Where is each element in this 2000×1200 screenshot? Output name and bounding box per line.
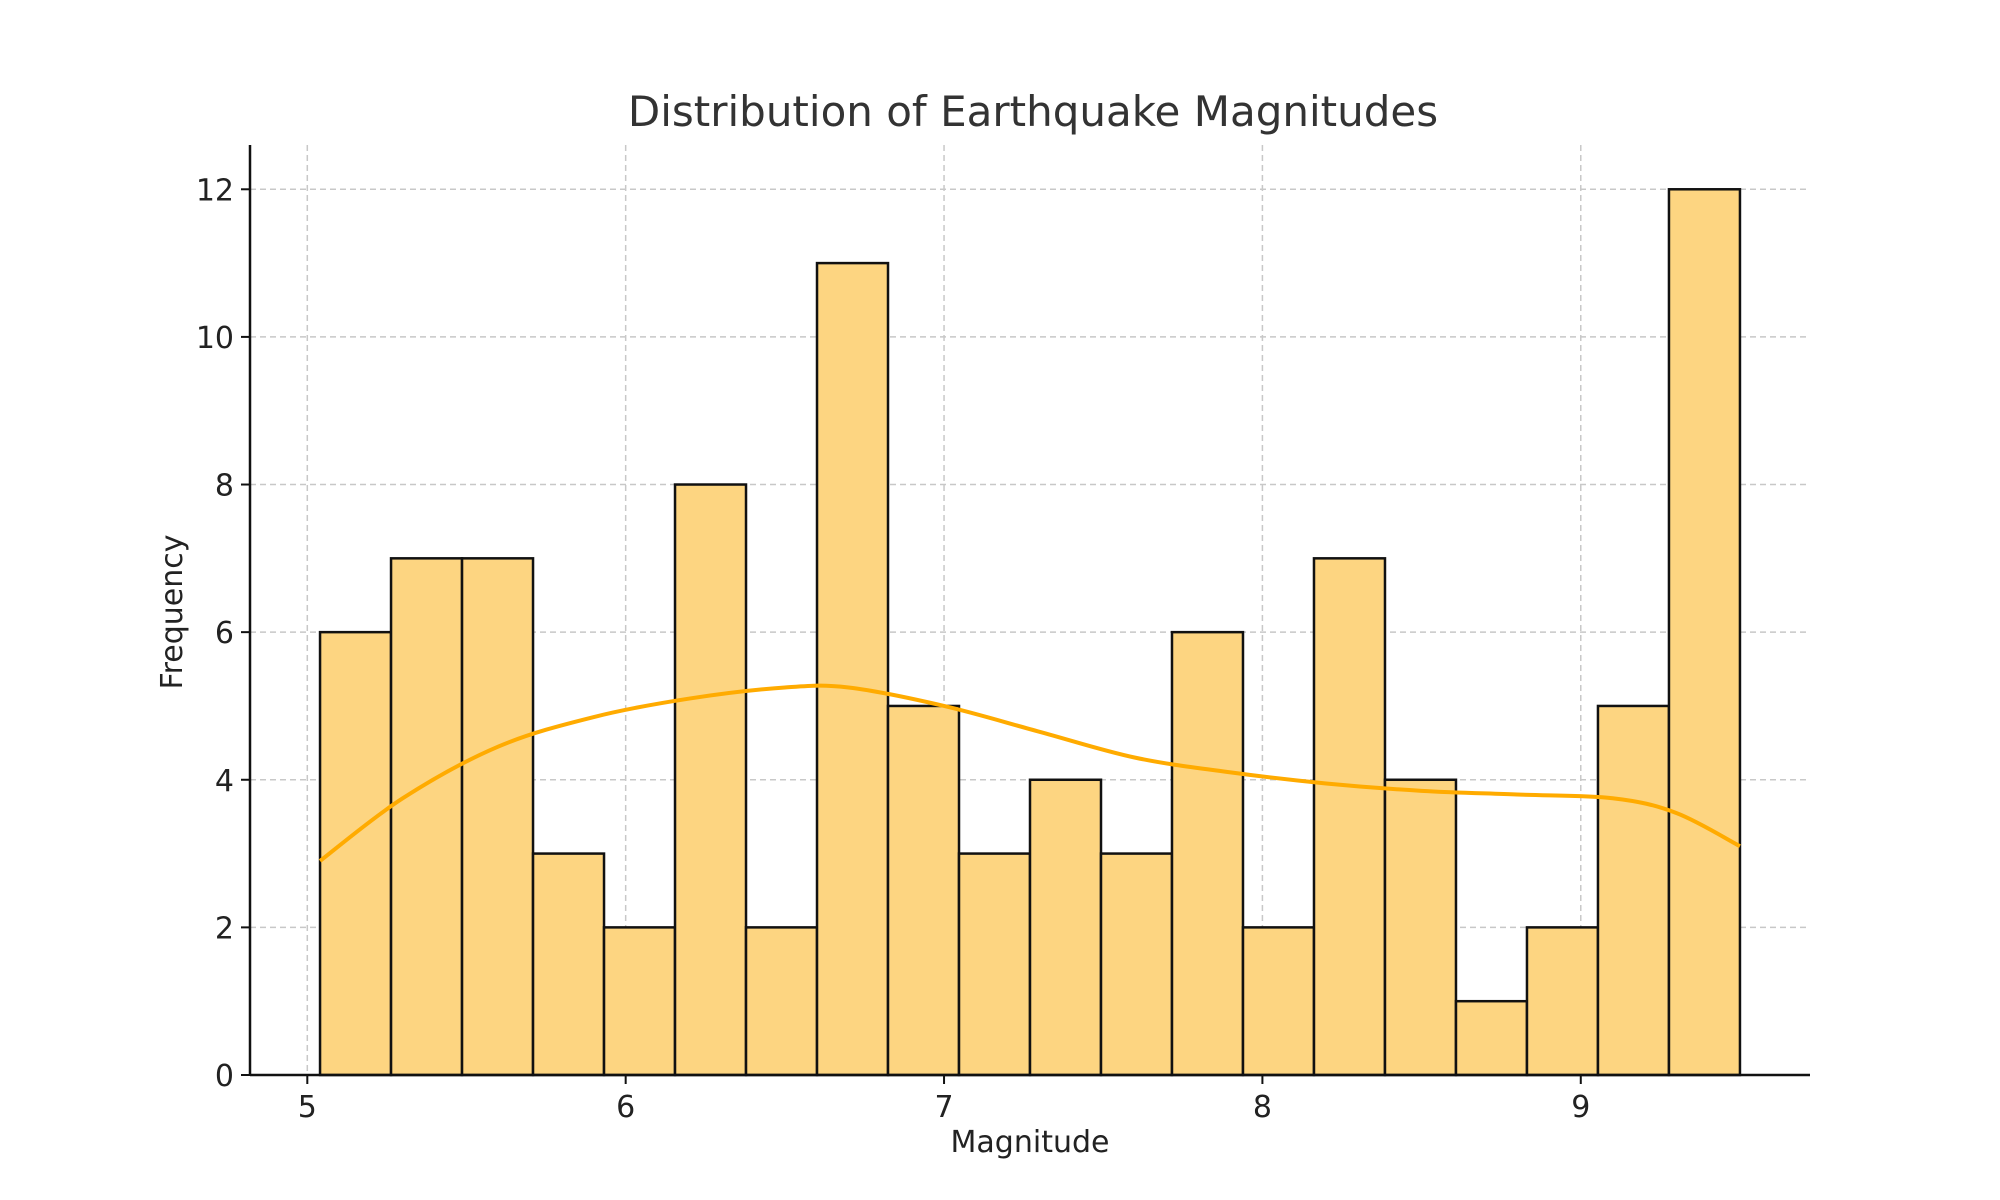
bar-10 xyxy=(1028,778,1103,1077)
y-axis-label: Frequency xyxy=(155,535,190,690)
x-tick-label-1: 6 xyxy=(616,1090,635,1125)
bar-6 xyxy=(744,926,819,1077)
bar-9 xyxy=(957,852,1032,1077)
y-tick-label-1: 2 xyxy=(215,911,234,946)
x-axis-ticks: 5 6 7 8 9 xyxy=(298,1075,1590,1125)
bar-7 xyxy=(815,261,890,1077)
bar-12 xyxy=(1170,630,1245,1077)
bar-5 xyxy=(673,483,748,1077)
chart-title: Distribution of Earthquake Magnitudes xyxy=(628,87,1438,136)
y-tick-label-2: 4 xyxy=(215,764,234,799)
bar-8 xyxy=(886,704,961,1077)
axes xyxy=(248,145,1810,1077)
bar-16 xyxy=(1454,999,1529,1077)
x-axis-label: Magnitude xyxy=(951,1125,1110,1160)
y-tick-label-0: 0 xyxy=(215,1059,234,1094)
bar-17 xyxy=(1525,926,1600,1077)
x-tick-label-2: 7 xyxy=(934,1090,953,1125)
bar-14 xyxy=(1312,557,1387,1077)
y-tick-label-4: 8 xyxy=(215,469,234,504)
x-tick-label-0: 5 xyxy=(298,1090,317,1125)
bar-19 xyxy=(1667,188,1742,1077)
x-tick-label-3: 8 xyxy=(1253,1090,1272,1125)
y-tick-label-6: 12 xyxy=(196,173,234,208)
bar-2 xyxy=(460,557,535,1077)
bar-4 xyxy=(602,926,677,1077)
density-curve xyxy=(318,683,1741,863)
bar-15 xyxy=(1383,778,1458,1077)
bar-13 xyxy=(1241,926,1316,1077)
bar-3 xyxy=(531,852,606,1077)
y-axis-ticks: 0 2 4 6 8 10 12 xyxy=(196,173,250,1094)
bar-1 xyxy=(389,557,464,1077)
bar-18 xyxy=(1596,704,1671,1077)
x-tick-label-4: 9 xyxy=(1571,1090,1590,1125)
bar-11 xyxy=(1099,852,1174,1077)
y-tick-label-3: 6 xyxy=(215,616,234,651)
histogram-bars xyxy=(318,188,1742,1077)
y-tick-label-5: 10 xyxy=(196,321,234,356)
